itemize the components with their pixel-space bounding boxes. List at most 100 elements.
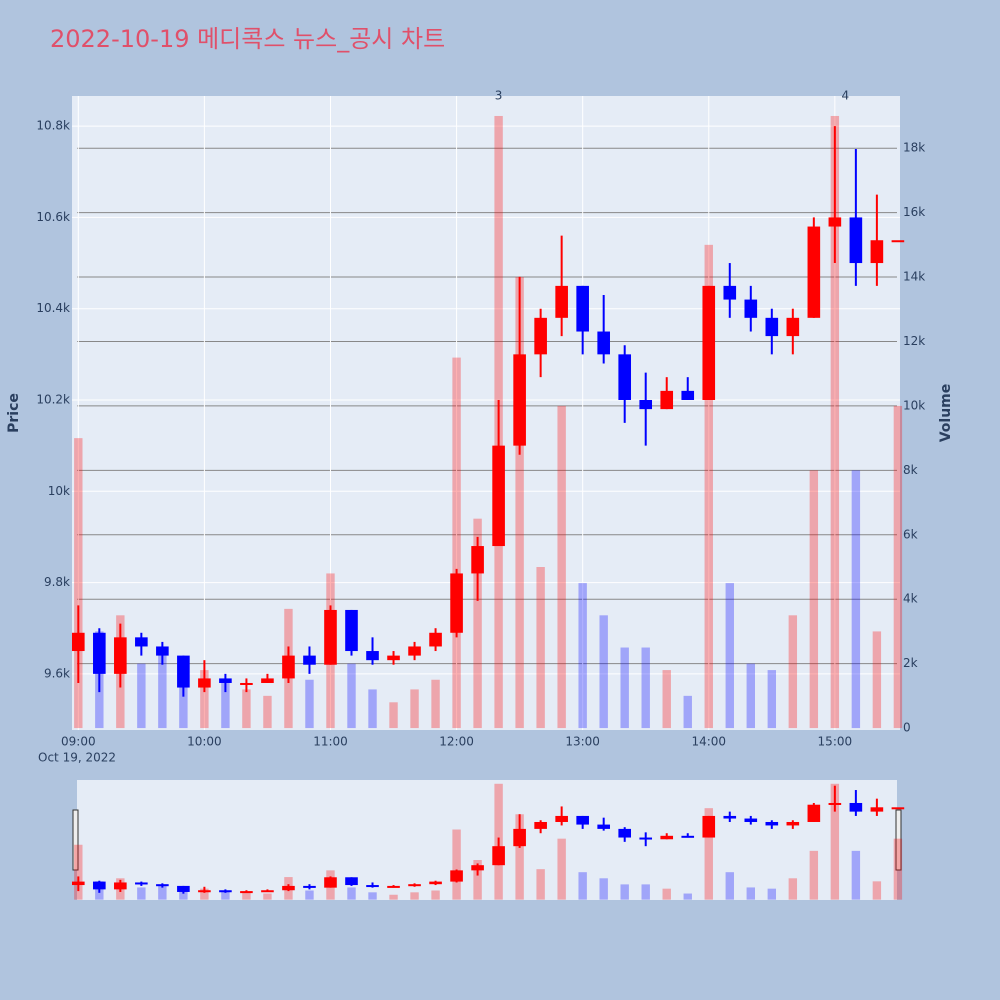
volume-bar	[599, 615, 608, 729]
mini-volume-bar	[620, 884, 629, 900]
mini-volume-bar	[662, 888, 671, 900]
y2-tick-label: 2k	[903, 656, 918, 670]
mini-volume-bar	[242, 892, 251, 900]
range-slider[interactable]	[77, 780, 897, 900]
candle-body	[639, 399, 653, 410]
candle-body	[660, 390, 674, 410]
mini-candle-body	[870, 807, 884, 812]
volume-bar	[809, 470, 819, 729]
x-tick-label: 14:00	[691, 735, 726, 749]
mini-candle-body	[429, 881, 442, 885]
volume-bar	[830, 115, 840, 729]
mini-candle-body	[366, 885, 379, 888]
mini-volume-bar	[557, 838, 566, 900]
mini-candle-body	[786, 821, 800, 826]
range-handle[interactable]	[72, 809, 79, 871]
y2-tick-label: 0	[903, 721, 911, 735]
candle-body	[681, 390, 695, 400]
mini-candle-body	[618, 828, 632, 838]
mini-volume-bar	[200, 888, 209, 900]
mini-candle-body	[471, 865, 484, 871]
mini-candle-body	[114, 882, 127, 890]
candle-body	[534, 317, 547, 355]
mini-candle-body	[828, 802, 842, 805]
mini-volume-bar	[452, 829, 461, 900]
volume-bar	[368, 689, 377, 729]
mini-volume-bar	[578, 872, 587, 900]
volume-bar	[431, 679, 440, 729]
volume-bar	[641, 647, 650, 729]
volume-bar	[137, 663, 146, 729]
annotation: 4	[842, 89, 850, 103]
x-tick-label: 09:00	[61, 735, 96, 749]
mini-volume-bar	[599, 878, 608, 900]
mini-volume-bar	[263, 893, 272, 900]
volume-bar	[746, 663, 755, 729]
mini-candle-body	[681, 835, 695, 838]
mini-candle-body	[723, 815, 737, 819]
candle-body	[450, 573, 463, 633]
plot-area	[72, 96, 900, 730]
mini-volume-bar	[137, 887, 146, 900]
mini-candle-body	[387, 885, 400, 888]
y-tick-label: 10.6k	[36, 210, 70, 224]
candle-body	[345, 609, 358, 652]
mini-volume-bar	[872, 881, 882, 900]
volume-bar	[158, 647, 167, 729]
candle-body	[408, 646, 421, 656]
mini-candle-body	[240, 891, 253, 894]
mini-candle-body	[198, 890, 211, 893]
mini-volume-bar	[410, 892, 419, 900]
volume-bar	[788, 615, 798, 729]
volume-bar	[704, 244, 713, 729]
volume-bar	[242, 689, 251, 729]
candle-body	[387, 655, 400, 661]
y2-tick-label: 10k	[903, 398, 925, 412]
mini-candle-body	[744, 818, 758, 822]
mini-candle-body	[891, 807, 905, 810]
mini-candle-body	[702, 815, 716, 838]
y2-tick-label: 18k	[903, 141, 925, 155]
volume-bar	[74, 438, 83, 729]
candle-body	[177, 655, 190, 688]
candle-body	[303, 655, 316, 665]
mini-candle-body	[93, 881, 106, 890]
volume-bar	[452, 357, 461, 729]
mini-candle-body	[408, 884, 421, 887]
mini-candle-body	[807, 804, 821, 822]
volume-bar	[662, 670, 671, 729]
x-tick-label: 11:00	[313, 735, 348, 749]
mini-candle-body	[303, 885, 316, 888]
mini-volume-bar	[515, 814, 524, 900]
y2-tick-label: 4k	[903, 592, 918, 606]
mini-volume-bar	[746, 887, 755, 900]
y-tick-label: 10.8k	[36, 119, 70, 133]
mini-volume-bar	[347, 887, 356, 900]
mini-candle-body	[135, 882, 148, 885]
candle-body	[891, 240, 905, 243]
candle-body	[198, 678, 211, 688]
mini-candle-body	[72, 881, 85, 886]
mini-candle-body	[261, 890, 274, 893]
volume-bar	[578, 583, 587, 729]
mini-volume-bar	[221, 890, 230, 900]
candle-body	[282, 655, 295, 679]
mini-volume-bar	[767, 888, 777, 900]
mini-candle-body	[849, 802, 863, 812]
y-tick-label: 10.4k	[36, 301, 70, 315]
mini-volume-bar	[893, 838, 903, 900]
mini-candle-body	[450, 870, 463, 882]
candle-body	[366, 651, 379, 661]
volume-bar	[473, 518, 482, 729]
y2-axis-title: Volume	[938, 384, 954, 443]
annotation: 3	[495, 89, 503, 103]
mini-candle-body	[555, 815, 568, 822]
mini-volume-bar	[74, 844, 83, 900]
range-handle[interactable]	[895, 809, 902, 871]
candle-body	[555, 285, 568, 318]
candle-body	[261, 678, 274, 683]
volume-bar	[893, 405, 903, 729]
mini-candle-body	[534, 821, 547, 829]
volume-bar	[725, 583, 734, 729]
candle-body	[471, 546, 484, 574]
